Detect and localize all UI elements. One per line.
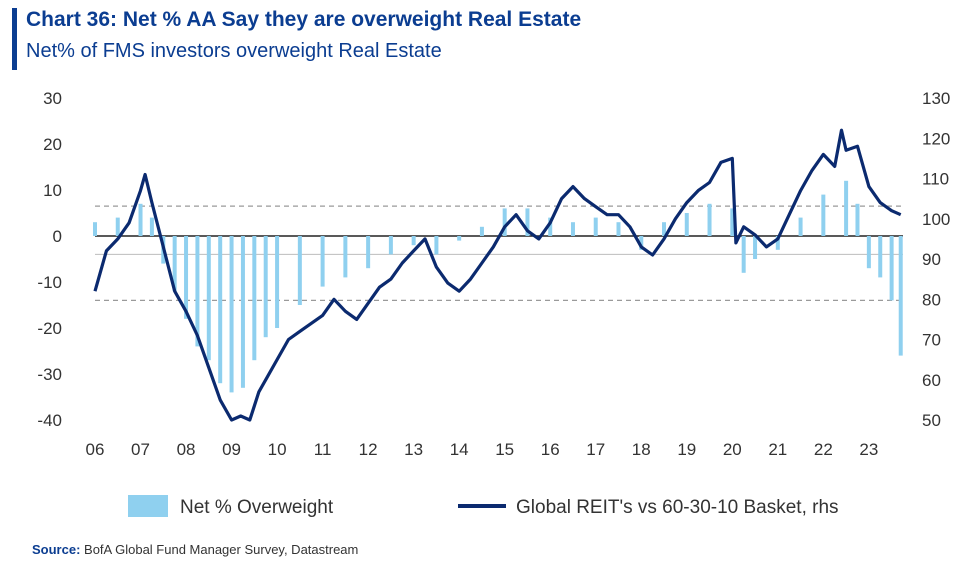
bar [479, 226, 484, 236]
bar [593, 217, 598, 236]
bar [388, 236, 393, 255]
source-text: BofA Global Fund Manager Survey, Datastr… [84, 542, 359, 557]
bar [821, 194, 826, 236]
bar [263, 236, 268, 338]
x-tick-label: 21 [768, 440, 787, 459]
bar [149, 217, 154, 236]
x-tick-label: 12 [359, 440, 378, 459]
x-axis-ticks: 06 07 08 09 10 11 12 13 14 15 16 17 18 19 20 21 22 23 [86, 440, 879, 459]
reference-lines [95, 205, 903, 302]
right-tick-label: 70 [922, 331, 941, 350]
bar [889, 236, 894, 301]
bar [775, 236, 780, 250]
source-note: Source: BofA Global Fund Manager Survey,… [32, 542, 358, 557]
line-series [93, 128, 902, 422]
bar [240, 236, 245, 388]
chart-subtitle: Net% of FMS investors overweight Real Es… [26, 40, 442, 62]
bar [229, 236, 234, 393]
bar [855, 203, 860, 236]
bar [138, 203, 143, 236]
x-tick-label: 15 [495, 440, 514, 459]
bar [297, 236, 302, 305]
bar [195, 236, 200, 347]
bar [206, 236, 211, 361]
left-tick-label: -30 [37, 365, 62, 384]
right-tick-label: 110 [922, 170, 949, 189]
bar [252, 236, 257, 361]
x-tick-label: 11 [314, 440, 332, 459]
source-label: Source: [32, 542, 81, 557]
left-axis-ticks: 30 20 10 0 -10 -20 -30 -40 [37, 89, 62, 430]
x-tick-label: 06 [86, 440, 105, 459]
bar [525, 208, 530, 236]
right-tick-label: 130 [922, 89, 950, 108]
x-tick-label: 20 [723, 440, 742, 459]
bar [343, 236, 348, 278]
bar [457, 236, 462, 241]
x-tick-label: 14 [450, 440, 469, 459]
right-tick-label: 90 [922, 250, 941, 269]
x-tick-label: 09 [222, 440, 241, 459]
bar [172, 236, 177, 292]
left-tick-label: -40 [37, 411, 62, 430]
chart-title: Chart 36: Net % AA Say they are overweig… [26, 8, 582, 31]
bar [684, 213, 689, 236]
left-tick-label: -10 [37, 273, 62, 292]
bar-series [93, 180, 903, 393]
bar [639, 236, 644, 250]
reit-line [93, 128, 902, 422]
bar [184, 236, 189, 319]
legend: Net % Overweight Global REIT's vs 60-30-1… [128, 495, 839, 518]
left-tick-label: 0 [53, 227, 62, 246]
bar [570, 222, 575, 236]
bar [548, 217, 553, 236]
bar [753, 236, 758, 259]
x-tick-label: 07 [131, 440, 150, 459]
legend-bar-label: Net % Overweight [180, 497, 334, 518]
bar [866, 236, 871, 269]
bar [798, 217, 803, 236]
bar [275, 236, 280, 328]
left-tick-label: -20 [37, 319, 62, 338]
bar [411, 236, 416, 246]
x-tick-label: 23 [859, 440, 878, 459]
left-tick-label: 30 [43, 89, 62, 108]
x-tick-label: 22 [814, 440, 833, 459]
bar [898, 236, 903, 356]
bar [662, 222, 667, 236]
left-tick-label: 10 [43, 181, 62, 200]
bar [502, 208, 507, 236]
bar [844, 180, 849, 236]
x-tick-label: 16 [541, 440, 560, 459]
bar [616, 222, 621, 236]
right-axis-ticks: 130 120 110 100 90 80 70 60 50 [922, 89, 950, 430]
right-tick-label: 50 [922, 411, 941, 430]
x-tick-label: 13 [404, 440, 423, 459]
bar [93, 222, 97, 236]
bar [115, 217, 120, 236]
right-tick-label: 120 [922, 129, 950, 148]
x-tick-label: 17 [586, 440, 605, 459]
bar [707, 203, 712, 236]
legend-line-label: Global REIT's vs 60-30-10 Basket, rhs [516, 497, 839, 518]
bar [878, 236, 883, 278]
left-tick-label: 20 [43, 135, 62, 154]
bar [320, 236, 325, 287]
x-tick-label: 10 [268, 440, 287, 459]
x-tick-label: 08 [177, 440, 196, 459]
bar [730, 208, 735, 236]
bar [434, 236, 439, 255]
right-tick-label: 100 [922, 210, 950, 229]
title-accent-bar [12, 8, 17, 70]
bar [741, 236, 746, 273]
legend-bar-swatch [128, 495, 168, 517]
x-tick-label: 18 [632, 440, 651, 459]
right-tick-label: 60 [922, 371, 941, 390]
bar [366, 236, 371, 269]
x-tick-label: 19 [677, 440, 696, 459]
bar [218, 236, 223, 384]
right-tick-label: 80 [922, 290, 941, 309]
